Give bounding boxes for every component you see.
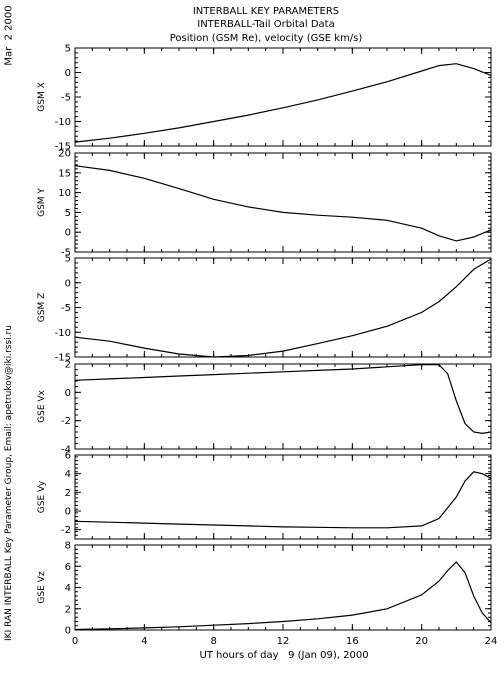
y-tick-label: 15	[58, 168, 71, 179]
y-tick-label: 0	[65, 507, 71, 518]
panel-frame	[74, 152, 492, 253]
y-axis-label: GSM Z	[37, 293, 47, 322]
series-line-6	[74, 561, 492, 631]
panel-frame	[74, 47, 492, 147]
y-tick-label: -10	[55, 328, 71, 339]
x-tick-label: 20	[415, 636, 428, 647]
chart-subtitle: INTERBALL-Tail Orbital Data	[197, 19, 334, 30]
y-tick-label: 6	[65, 451, 71, 462]
y-axis-label: GSE Vy	[37, 480, 47, 513]
x-axis-label: UT hours of day 9 (Jan 09), 2000	[199, 650, 368, 661]
y-tick-label: -2	[61, 416, 71, 427]
y-tick-label: 5	[65, 44, 71, 55]
panel-5: 6 4 2 0 -2 GSE Vy	[37, 451, 492, 540]
panel-2: 20 15 10 5 0 -5 GSM Y	[37, 149, 492, 259]
y-tick-label: -2	[61, 525, 71, 536]
y-tick-label: 5	[65, 208, 71, 219]
y-axis-label: GSE Vx	[37, 389, 47, 422]
y-tick-label: 2	[65, 488, 71, 499]
y-tick-label: -5	[61, 303, 71, 314]
y-tick-label: -4	[61, 445, 71, 456]
y-tick-label: 0	[65, 278, 71, 289]
y-tick-label: 6	[65, 562, 71, 573]
chart-title: INTERBALL KEY PARAMETERS	[193, 6, 339, 17]
y-tick-label: 2	[65, 604, 71, 615]
y-tick-label: 0	[65, 626, 71, 637]
y-tick-label: -10	[55, 117, 71, 128]
y-tick-label: 10	[58, 188, 71, 199]
x-tick-label: 8	[210, 636, 216, 647]
y-tick-label: 0	[65, 388, 71, 399]
series-line-2	[74, 165, 492, 242]
y-tick-label: 4	[65, 469, 71, 480]
series-line-1	[74, 63, 492, 143]
y-tick-label: 5	[65, 254, 71, 265]
series-line-3	[74, 258, 492, 358]
panel-frame	[74, 363, 492, 450]
panel-3: 5 0 -5 -10 -15 GSM Z	[37, 254, 492, 364]
series-line-4	[74, 364, 492, 435]
panel-1: 5 0 -5 -10 -15 GSM X	[37, 44, 492, 153]
y-tick-label: 0	[65, 68, 71, 79]
panel-frame	[74, 544, 492, 631]
y-tick-label: 0	[65, 228, 71, 239]
panel-6: 8 6 4 2 0 GSE Vz	[37, 541, 492, 637]
y-tick-label: -15	[55, 353, 71, 364]
x-tick-label: 24	[485, 636, 498, 647]
y-tick-label: 4	[65, 583, 71, 594]
y-axis-label: GSM X	[37, 82, 47, 111]
panel-4: 2 0 -2 -4 GSE Vx	[37, 360, 492, 456]
x-tick-label: 12	[277, 636, 290, 647]
y-tick-label: -15	[55, 142, 71, 153]
y-axis-label: GSE Vz	[37, 571, 47, 603]
chart-subtitle-2: Position (GSM Re), velocity (GSE km/s)	[170, 33, 363, 44]
x-tick-label: 0	[72, 636, 78, 647]
series-line-5	[74, 471, 492, 529]
x-tick-label: 4	[141, 636, 147, 647]
y-tick-label: 20	[58, 149, 71, 160]
y-tick-label: 8	[65, 541, 71, 552]
y-axis-label: GSM Y	[37, 188, 47, 217]
y-tick-label: 2	[65, 360, 71, 371]
y-tick-label: -5	[61, 248, 71, 259]
y-tick-label: -5	[61, 93, 71, 104]
x-tick-label: 16	[346, 636, 359, 647]
